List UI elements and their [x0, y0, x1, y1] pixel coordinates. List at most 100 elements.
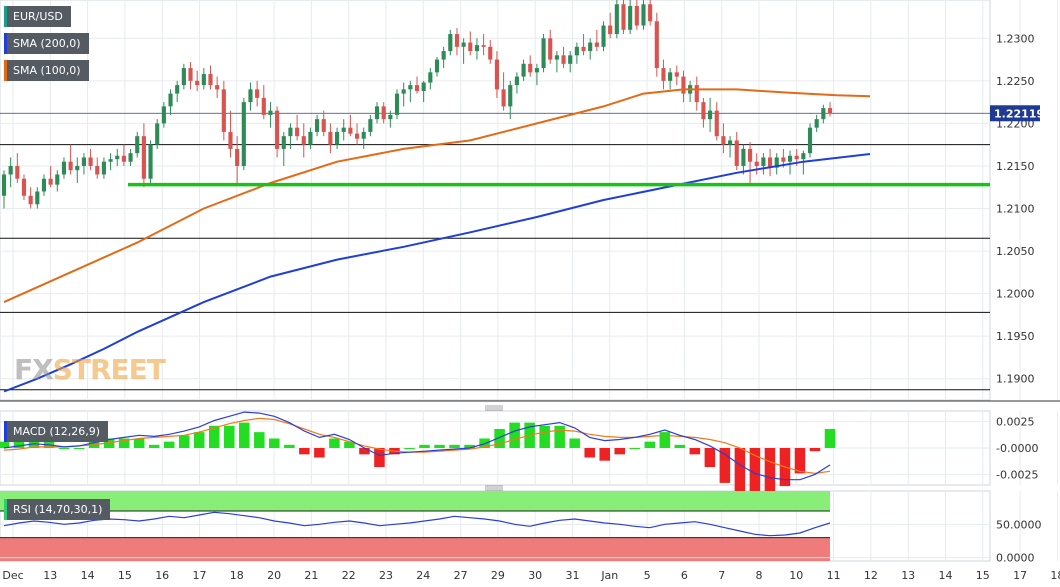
candle-body — [654, 21, 659, 69]
candle-body — [361, 131, 366, 139]
candle-body — [601, 25, 606, 47]
candle-body — [521, 63, 526, 77]
candle — [35, 187, 40, 209]
candle-body — [681, 76, 686, 94]
candle — [561, 46, 566, 69]
candle-body — [501, 89, 506, 107]
candle — [195, 70, 200, 92]
candle-body — [221, 89, 226, 132]
macd-histogram-bar — [719, 448, 731, 483]
y-tick-label: 1.2100 — [996, 203, 1035, 216]
candle — [88, 148, 93, 171]
x-tick-label: 27 — [454, 569, 468, 582]
x-tick-label: 16 — [155, 569, 169, 582]
candle — [248, 82, 253, 111]
candle — [321, 110, 326, 137]
macd-histogram-bar — [13, 438, 25, 448]
candle — [594, 29, 599, 52]
candle-body — [814, 119, 819, 128]
candle — [694, 76, 699, 111]
candle — [101, 157, 106, 179]
candle — [734, 131, 739, 171]
candle-body — [741, 148, 746, 166]
candle-body — [301, 136, 306, 145]
macd-histogram-bar — [794, 448, 806, 474]
x-tick-label: 13 — [901, 569, 915, 582]
candle — [787, 150, 793, 175]
candle — [421, 80, 426, 103]
candle — [494, 51, 500, 98]
candle — [115, 148, 120, 166]
candle-body — [228, 131, 233, 149]
candle — [161, 102, 166, 128]
candle-body — [115, 155, 120, 160]
candle — [634, 0, 639, 30]
macd-histogram-bar — [254, 432, 265, 448]
candle — [814, 114, 819, 132]
macd-histogram-bar — [0, 441, 10, 448]
macd-histogram-bar — [614, 448, 626, 455]
candle — [295, 114, 300, 141]
candle-body — [608, 25, 613, 35]
candle — [1, 170, 7, 209]
y-tick-label: 1.2050 — [996, 245, 1035, 258]
candle — [514, 72, 519, 94]
x-tick-label: 5 — [644, 569, 651, 582]
symbol-legend[interactable]: EUR/USD — [4, 6, 71, 27]
candle-body — [28, 195, 33, 205]
candle-body — [781, 157, 786, 162]
candle-body — [175, 85, 180, 94]
candle — [275, 106, 280, 158]
sma200-legend[interactable]: SMA (200,0) — [4, 33, 89, 54]
candle-body — [694, 85, 699, 103]
macd-histogram-bar — [269, 438, 280, 448]
candle-body — [241, 102, 246, 166]
macd-histogram-bar — [494, 428, 505, 448]
sma100-line — [3, 88, 871, 304]
candle-body — [708, 110, 713, 120]
x-tick-label: 12 — [864, 569, 878, 582]
candle-body — [55, 174, 60, 185]
macd-histogram-bar — [314, 448, 325, 458]
macd-histogram-bar — [569, 438, 580, 448]
candle — [208, 65, 213, 90]
candle-body — [81, 157, 87, 166]
macd-histogram-bar — [659, 432, 671, 448]
candle-body — [275, 110, 280, 149]
macd-histogram-bar — [163, 441, 175, 448]
macd-histogram-bar — [704, 448, 716, 468]
candle — [128, 148, 133, 166]
candle-body — [474, 45, 480, 52]
candle-body — [121, 155, 126, 162]
candle-body — [661, 68, 666, 81]
candle-body — [508, 85, 513, 107]
macd-histogram-bar — [193, 432, 205, 448]
candle-body — [621, 4, 626, 30]
candle-body — [1, 174, 7, 196]
macd-tick-label: 0.0025 — [996, 416, 1035, 429]
macd-histogram-bar — [674, 444, 686, 448]
candle — [754, 153, 759, 175]
candle — [221, 80, 226, 141]
macd-legend[interactable]: MACD (12,26,9) — [4, 421, 109, 442]
candle-body — [794, 155, 799, 160]
macd-histogram-bar — [239, 422, 250, 448]
candle — [201, 68, 206, 90]
candle-body — [528, 63, 533, 73]
candle — [48, 165, 53, 188]
candle-body — [734, 140, 739, 166]
candle — [401, 82, 406, 107]
candle-body — [728, 140, 733, 145]
rsi-legend[interactable]: RSI (14,70,30,1) — [4, 499, 111, 520]
sma100-legend[interactable]: SMA (100,0) — [4, 60, 89, 81]
candle — [827, 102, 833, 117]
candle — [528, 55, 533, 77]
candle — [548, 29, 553, 64]
candle — [95, 157, 100, 179]
candle — [581, 34, 586, 56]
candle — [255, 80, 260, 107]
candle — [468, 31, 473, 56]
candle — [454, 28, 460, 56]
candle — [354, 123, 360, 145]
candle — [488, 40, 493, 64]
